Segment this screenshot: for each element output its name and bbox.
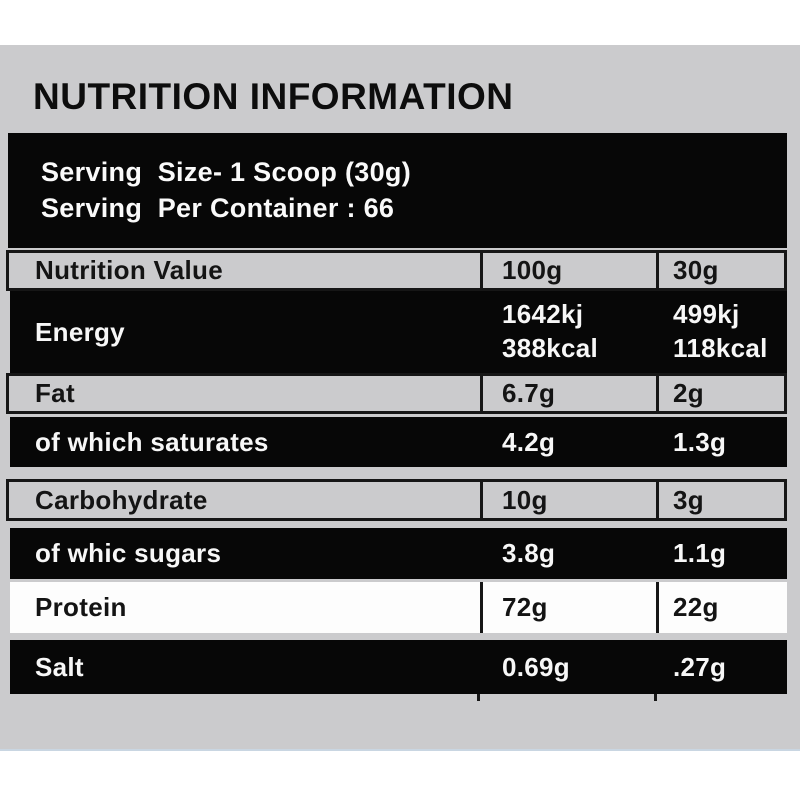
divider-stub <box>477 694 480 701</box>
row-value-100g: 4.2g <box>502 426 556 457</box>
column-divider <box>480 582 483 633</box>
serving-info-box: Serving Size- 1 Scoop (30g) Serving Per … <box>8 133 787 248</box>
table-row-energy: Energy 1642kj 388kcal 499kj 118kcal <box>10 291 787 373</box>
row-label: Protein <box>35 592 127 622</box>
row-value-30g: 1.3g <box>673 426 727 457</box>
table-row-saturates: of which saturates 4.2g 1.3g <box>10 417 787 467</box>
row-value-30g: 1.1g <box>673 538 727 568</box>
row-value-100g: 3.8g <box>502 538 556 568</box>
column-divider <box>480 376 483 411</box>
header-nutrition-value: Nutrition Value <box>35 255 223 285</box>
row-label: Salt <box>35 651 84 682</box>
row-label: of whic sugars <box>35 538 222 568</box>
row-label: Energy <box>35 316 125 347</box>
row-value-100g: 10g <box>502 484 548 515</box>
energy-kcal-100g: 388kcal <box>502 333 599 363</box>
row-value-30g: 2g <box>673 378 704 408</box>
energy-kcal-30g: 118kcal <box>673 333 768 363</box>
table-row-fat: Fat 6.7g 2g <box>6 373 787 414</box>
row-label: of which saturates <box>35 426 269 457</box>
row-value-30g: 499kj 118kcal <box>673 291 768 373</box>
table-row-carbohydrate: Carbohydrate 10g 3g <box>6 479 787 521</box>
column-divider <box>656 253 659 288</box>
panel-bottom-edge <box>0 749 800 751</box>
column-divider <box>656 582 659 633</box>
page-title: NUTRITION INFORMATION <box>33 76 514 117</box>
row-value-100g: 0.69g <box>502 651 570 682</box>
header-col-30g: 30g <box>673 255 719 285</box>
table-row-salt: Salt 0.69g .27g <box>10 640 787 694</box>
row-label: Fat <box>35 378 75 408</box>
serving-size-text: Serving Size- 1 Scoop (30g) <box>41 157 411 187</box>
column-divider <box>480 482 483 518</box>
row-value-100g: 6.7g <box>502 378 556 408</box>
energy-kj-100g: 1642kj <box>502 299 584 330</box>
servings-per-container-text: Serving Per Container : 66 <box>41 193 395 223</box>
row-value-100g: 72g <box>502 592 548 622</box>
table-row-sugars: of whic sugars 3.8g 1.1g <box>10 528 787 579</box>
table-header-row: Nutrition Value 100g 30g <box>6 250 787 291</box>
row-value-30g: 3g <box>673 484 704 515</box>
row-value-30g: .27g <box>673 651 727 682</box>
energy-kj-30g: 499kj <box>673 299 740 330</box>
row-value-100g: 1642kj 388kcal <box>502 291 598 373</box>
table-row-protein: Protein 72g 22g <box>10 582 787 633</box>
column-divider <box>656 376 659 411</box>
column-divider <box>480 253 483 288</box>
header-col-100g: 100g <box>502 255 563 285</box>
row-label: Carbohydrate <box>35 484 208 515</box>
row-value-30g: 22g <box>673 592 719 622</box>
divider-stub <box>654 694 657 701</box>
column-divider <box>656 482 659 518</box>
